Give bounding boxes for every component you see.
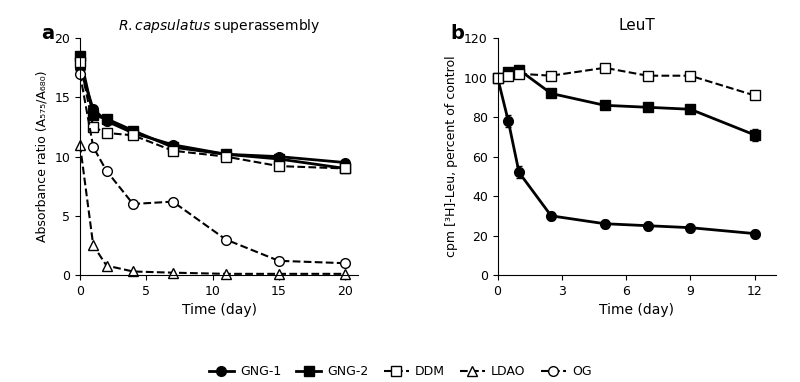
Title: LeuT: LeuT [618,18,655,33]
Text: b: b [450,24,464,43]
Y-axis label: cpm [³H]-Leu, percent of control: cpm [³H]-Leu, percent of control [446,56,458,257]
Text: a: a [41,24,54,43]
Legend: GNG-1, GNG-2, DDM, LDAO, OG: GNG-1, GNG-2, DDM, LDAO, OG [203,360,597,382]
Title: $\it{R. capsulatus}$ superassembly: $\it{R. capsulatus}$ superassembly [118,17,321,35]
X-axis label: Time (day): Time (day) [599,303,674,317]
X-axis label: Time (day): Time (day) [182,303,257,317]
Y-axis label: Absorbance ratio (A₅₇₅/A₆₈₀): Absorbance ratio (A₅₇₅/A₆₈₀) [36,71,49,242]
